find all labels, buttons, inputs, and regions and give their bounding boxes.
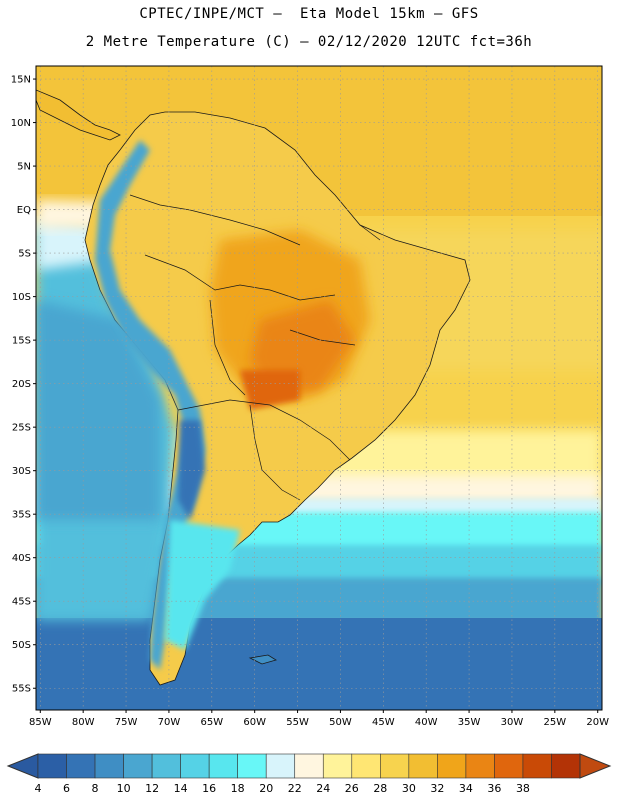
lon-tick-label: 60W — [243, 717, 266, 728]
ocean-band-6 — [36, 618, 602, 710]
lon-tick-label: 25W — [544, 717, 567, 728]
hot-spot — [240, 370, 300, 410]
patagonia-cool — [165, 520, 240, 650]
colorbar-swatch — [180, 753, 210, 779]
colorbar-swatch — [265, 753, 296, 779]
colorbar-low-arrow — [6, 753, 39, 779]
title-line-1: CPTEC/INPE/MCT – Eta Model 15km – GFS — [139, 6, 479, 22]
country-borders — [129, 194, 381, 501]
colorbar-level-label: 14 — [174, 782, 188, 795]
lon-tick-label: 30W — [501, 717, 524, 728]
lat-tick-label: 15S — [12, 336, 31, 347]
colorbar-level-label: 16 — [202, 782, 216, 795]
latitude-axis: 15N 10N 5N EQ 5S 10S 15S 20S 25S 30S 35S 40S 45S 50S 5… — [11, 75, 36, 695]
longitude-axis: 85W 80W 75W 70W 65W 60W 55W 50W 45W 40W 35W 30W 25W 2… — [29, 710, 609, 728]
colorbar-swatch — [465, 753, 495, 779]
colorbar-level-label: 38 — [516, 782, 530, 795]
lat-tick-label: 5N — [17, 162, 31, 173]
lon-tick-label: 55W — [286, 717, 309, 728]
colorbar-level-label: 6 — [63, 782, 70, 795]
colorbar-level-label: 26 — [345, 782, 359, 795]
colorbar-level-label: 24 — [316, 782, 330, 795]
colorbar-level-label: 8 — [92, 782, 99, 795]
colorbar-swatch — [37, 753, 67, 779]
colorbar-swatch — [294, 753, 324, 779]
lon-tick-label: 75W — [115, 717, 138, 728]
falkland-islands — [248, 654, 277, 665]
lat-tick-label: 5S — [18, 249, 31, 260]
graticule — [36, 66, 602, 710]
colorbar: 4 6 8 10 12 14 16 18 20 22 24 26 28 30 32 34 36 38 — [6, 753, 612, 795]
lat-tick-label: 55S — [12, 684, 31, 695]
colorbar-high-arrow — [579, 753, 612, 779]
colorbar-swatch — [123, 753, 153, 779]
colorbar-swatch — [351, 753, 381, 779]
lat-tick-label: EQ — [17, 205, 31, 216]
lat-tick-label: 10S — [12, 292, 31, 303]
colorbar-level-label: 30 — [402, 782, 416, 795]
colorbar-level-label: 34 — [459, 782, 473, 795]
lat-tick-label: 35S — [12, 510, 31, 521]
colorbar-swatch — [322, 753, 353, 779]
colorbar-level-label: 28 — [373, 782, 387, 795]
plot-frame — [35, 65, 603, 711]
colorbar-level-label: 36 — [487, 782, 501, 795]
lat-tick-label: 25S — [12, 423, 31, 434]
colorbar-labels: 4 6 8 10 12 14 16 18 20 22 24 26 28 30 32 34 36 38 — [35, 782, 530, 795]
temperature-map: 15N 10N 5N EQ 5S 10S 15S 20S 25S 30S 35S 40S 45S 50S 5… — [11, 65, 609, 728]
lon-tick-label: 70W — [158, 717, 181, 728]
lon-tick-label: 50W — [329, 717, 352, 728]
lon-tick-label: 40W — [415, 717, 438, 728]
lat-tick-label: 10N — [11, 118, 31, 129]
colorbar-level-label: 4 — [35, 782, 42, 795]
lon-tick-label: 35W — [458, 717, 481, 728]
colorbar-swatch — [408, 753, 438, 779]
lat-tick-label: 50S — [12, 640, 31, 651]
colorbar-swatch — [380, 753, 410, 779]
colorbar-level-label: 18 — [231, 782, 245, 795]
title-line-2: 2 Metre Temperature (C) – 02/12/2020 12U… — [85, 34, 533, 50]
colorbar-swatch — [151, 753, 181, 779]
lat-tick-label: 45S — [12, 597, 31, 608]
lon-tick-label: 45W — [372, 717, 395, 728]
colorbar-swatch — [494, 753, 524, 779]
colorbar-level-label: 12 — [145, 782, 159, 795]
colorbar-level-label: 22 — [288, 782, 302, 795]
colorbar-level-label: 20 — [259, 782, 273, 795]
lat-tick-label: 40S — [12, 553, 31, 564]
lat-tick-label: 30S — [12, 466, 31, 477]
lat-tick-label: 15N — [11, 75, 31, 86]
colorbar-swatch — [522, 753, 552, 779]
lon-tick-label: 85W — [29, 717, 52, 728]
central-america-land — [36, 89, 121, 141]
pacific-cold-water — [36, 300, 160, 520]
colorbar-level-label: 32 — [430, 782, 444, 795]
colorbar-swatch — [94, 753, 124, 779]
colorbar-level-label: 10 — [117, 782, 131, 795]
colorbar-swatch — [237, 753, 267, 779]
colorbar-swatches — [37, 753, 581, 779]
lon-tick-label: 80W — [72, 717, 95, 728]
colorbar-swatch — [437, 753, 467, 779]
lon-tick-label: 65W — [200, 717, 223, 728]
lat-tick-label: 20S — [12, 379, 31, 390]
andes-coldest — [178, 420, 205, 520]
colorbar-swatch — [66, 753, 96, 779]
lon-tick-label: 20W — [586, 717, 609, 728]
colorbar-swatch — [551, 753, 581, 779]
colorbar-swatch — [208, 753, 238, 779]
plot-area — [36, 66, 602, 710]
